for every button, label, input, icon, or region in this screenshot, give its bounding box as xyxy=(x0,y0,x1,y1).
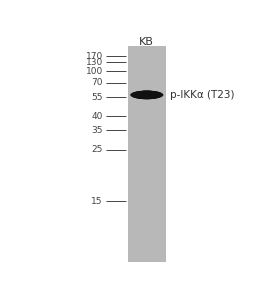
Text: 100: 100 xyxy=(86,67,103,76)
Ellipse shape xyxy=(132,91,161,99)
Text: 170: 170 xyxy=(86,52,103,61)
Ellipse shape xyxy=(134,91,160,99)
Bar xyxy=(128,46,166,262)
Text: 40: 40 xyxy=(92,112,103,121)
Text: 35: 35 xyxy=(91,125,103,134)
Ellipse shape xyxy=(134,91,160,99)
Text: KB: KB xyxy=(139,37,154,47)
Ellipse shape xyxy=(130,91,163,99)
Ellipse shape xyxy=(132,91,162,99)
Ellipse shape xyxy=(135,91,159,99)
Text: 55: 55 xyxy=(91,93,103,102)
Text: 130: 130 xyxy=(86,58,103,67)
Text: p-IKKα (T23): p-IKKα (T23) xyxy=(170,90,235,100)
Text: 15: 15 xyxy=(91,197,103,206)
Text: 70: 70 xyxy=(91,78,103,87)
Ellipse shape xyxy=(133,91,161,99)
Text: 25: 25 xyxy=(92,145,103,154)
Ellipse shape xyxy=(131,91,163,99)
